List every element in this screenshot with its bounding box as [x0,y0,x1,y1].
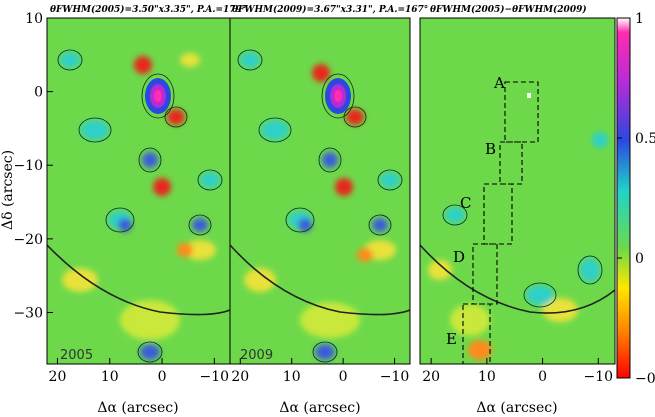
year-label-2005: 2005 [60,348,93,363]
region-labels: A B C D E [446,74,505,348]
colorbar-tick-label: −0.5 [635,371,655,387]
colorbar-tick-labels: 1 0.5 0 −0.5 [635,11,655,387]
colorbar-tick-label: 1 [635,11,644,27]
x-axis-label-difference: Δα (arcsec) [476,400,557,416]
colorbar [616,17,631,379]
x-tick-label: 0 [339,369,348,385]
region-label-c: C [460,194,471,212]
x-axis-label-2009: Δα (arcsec) [279,400,360,416]
y-tick-label: −30 [13,305,43,321]
region-label-b: B [485,140,496,158]
panel-difference-frame [419,17,616,365]
x-tick-label: 20 [49,369,67,385]
region-box-e [462,303,491,364]
x-axis-label-2005: Δα (arcsec) [97,400,178,416]
y-tick-label: −10 [13,158,43,174]
region-box-a [504,81,539,143]
panel-difference-map [420,18,615,364]
y-axis-label: Δδ (arcsec) [0,150,16,230]
x-tick-label: −10 [200,369,230,385]
x-tick-label: −10 [584,369,614,385]
panel-title-difference: θFWHM(2005)−θFWHM(2009) [430,4,587,15]
x-tick-label: 0 [158,369,167,385]
panel-2005-map [47,18,230,364]
panel-2009-frame [229,17,411,365]
y-tick-labels: 10 0 −10 −20 −30 [13,11,43,321]
year-label-2009: 2009 [240,348,273,363]
x-tick-labels: 20 10 0 −10 20 10 0 −10 20 10 0 −10 [49,369,614,385]
panel-title-2009: θFWHM(2009)=3.67"x3.31", P.A.=167° [232,4,428,15]
panel-title-2005: θFWHM(2005)=3.50"x3.35", P.A.=179° [50,4,246,15]
colorbar-tick-label: 0 [635,251,644,267]
x-tick-label: 10 [101,369,119,385]
x-tick-label: 0 [538,369,547,385]
panel-2009-map [230,18,410,364]
region-label-e: E [446,330,457,348]
x-tick-label: −10 [380,369,410,385]
x-tick-label: 10 [478,369,496,385]
region-box-d [472,243,498,305]
y-tick-label: −20 [13,232,43,248]
y-tick-label: 0 [34,85,43,101]
region-label-d: D [453,248,465,266]
x-tick-label: 20 [231,369,249,385]
x-tick-label: 20 [422,369,440,385]
y-tick-label: 10 [25,11,43,27]
colorbar-tick-label: 0.5 [635,131,655,147]
region-box-c [483,183,513,245]
region-label-a: A [493,74,505,92]
x-tick-label: 10 [283,369,301,385]
